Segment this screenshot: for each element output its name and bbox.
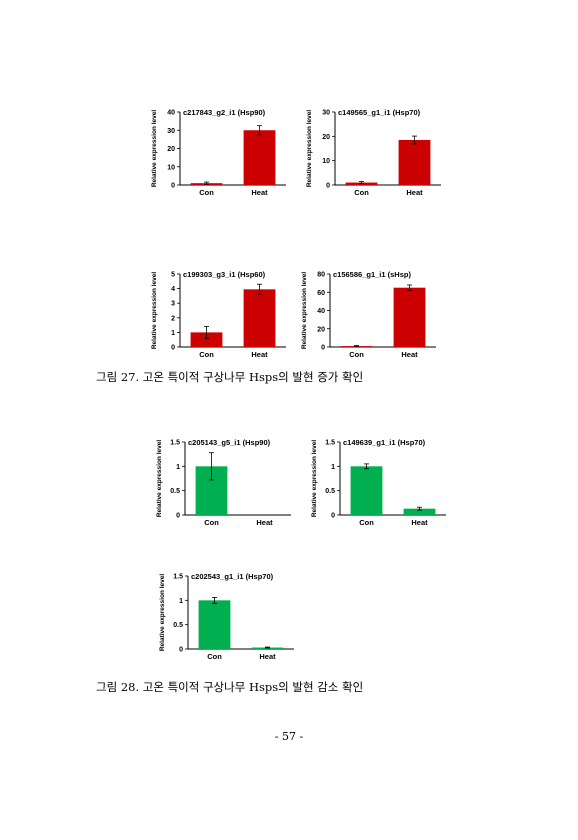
chart-hsp60-up: 0 1 2 3 4 5 Relative expression level c199303_g… xyxy=(150,262,290,359)
bar-heat xyxy=(398,139,431,185)
y-tick-label: 2 xyxy=(171,315,175,322)
y-tick-label: 0.5 xyxy=(170,488,180,495)
y-tick-label: 20 xyxy=(317,326,325,333)
x-category-label: Con xyxy=(199,188,214,197)
chart-hsp70-down-1: 0 0.5 1 1.5 Relative expression level c149639… xyxy=(310,430,450,527)
x-category-label: Heat xyxy=(259,652,276,661)
bar-chart-svg: 0 10 20 30 40 Relative expression level c21784… xyxy=(151,108,286,197)
chart-hsp90-down: 0 0.5 1 1.5 Relative expression level c205143… xyxy=(155,430,295,527)
x-category-label: Heat xyxy=(411,518,428,527)
y-axis-label: Relative expression level xyxy=(156,440,163,518)
y-tick-label: 0 xyxy=(331,513,335,520)
bar-con xyxy=(198,600,231,649)
y-tick-label: 1.5 xyxy=(173,574,183,581)
y-tick-label: 1.5 xyxy=(325,440,335,447)
y-tick-label: 80 xyxy=(317,272,325,279)
y-tick-label: 10 xyxy=(322,158,330,165)
y-tick-label: 0 xyxy=(321,345,325,352)
y-tick-label: 0.5 xyxy=(173,622,183,629)
y-tick-label: 5 xyxy=(171,272,175,279)
y-tick-label: 20 xyxy=(167,146,175,153)
figure-28-caption: 그림 28. 고온 특이적 구상나무 Hsps의 발현 감소 확인 xyxy=(96,680,364,694)
y-axis-label: Relative expression level xyxy=(159,574,166,652)
chart-title: c199303_g3_i1 (Hsp60) xyxy=(183,270,266,279)
y-axis-label: Relative expression level xyxy=(151,272,158,350)
x-category-label: Heat xyxy=(401,350,418,359)
y-tick-label: 3 xyxy=(171,301,175,308)
y-axis-label: Relative expression level xyxy=(311,440,318,518)
bar-heat xyxy=(403,508,436,515)
bar-chart-svg: 0 0.5 1 1.5 Relative expression level c149639… xyxy=(311,438,446,527)
y-tick-label: 0 xyxy=(176,513,180,520)
chart-title: c205143_g5_i1 (Hsp90) xyxy=(188,438,271,447)
bar-chart-svg: 0 10 20 30 Relative expression level c149565_… xyxy=(306,108,441,197)
bar-heat xyxy=(243,289,276,347)
y-tick-label: 0 xyxy=(179,647,183,654)
chart-title: c202543_g1_i1 (Hsp70) xyxy=(191,572,274,581)
y-tick-label: 20 xyxy=(322,134,330,141)
y-axis-label: Relative expression level xyxy=(306,110,313,188)
y-tick-label: 10 xyxy=(167,164,175,171)
y-tick-label: 40 xyxy=(167,110,175,117)
y-tick-label: 60 xyxy=(317,290,325,297)
y-tick-label: 0 xyxy=(326,183,330,190)
y-tick-label: 0.5 xyxy=(325,488,335,495)
x-category-label: Con xyxy=(359,518,374,527)
y-tick-label: 30 xyxy=(322,110,330,117)
chart-title: c149565_g1_i1 (Hsp70) xyxy=(338,108,421,117)
x-category-label: Heat xyxy=(251,350,268,359)
y-tick-label: 0 xyxy=(171,345,175,352)
bar-chart-svg: 0 0.5 1 1.5 Relative expression level c205143… xyxy=(156,438,291,527)
bar-con xyxy=(190,332,223,347)
x-category-label: Heat xyxy=(406,188,423,197)
bar-heat xyxy=(393,287,426,347)
chart-title: c156586_g1_i1 (sHsp) xyxy=(333,270,411,279)
y-tick-label: 1.5 xyxy=(170,440,180,447)
bar-chart-svg: 0 0.5 1 1.5 Relative expression level c202543… xyxy=(159,572,294,661)
y-tick-label: 1 xyxy=(176,464,180,471)
x-category-label: Con xyxy=(349,350,364,359)
x-category-label: Heat xyxy=(256,518,273,527)
chart-title: c149639_g1_i1 (Hsp70) xyxy=(343,438,426,447)
y-axis-label: Relative expression level xyxy=(301,272,308,350)
chart-hsp70-up: 0 10 20 30 Relative expression level c149565_… xyxy=(305,100,445,197)
bar-chart-svg: 0 20 40 60 80 Relative expression level c15658… xyxy=(301,270,436,359)
chart-title: c217843_g2_i1 (Hsp90) xyxy=(183,108,266,117)
y-axis-label: Relative expression level xyxy=(151,110,158,188)
y-tick-label: 1 xyxy=(331,464,335,471)
bar-con xyxy=(350,466,383,515)
figure-27-caption: 그림 27. 고온 특이적 구상나무 Hsps의 발현 증가 확인 xyxy=(96,370,364,384)
x-category-label: Con xyxy=(354,188,369,197)
y-tick-label: 4 xyxy=(171,286,175,293)
y-tick-label: 1 xyxy=(179,598,183,605)
page-number: - 57 - xyxy=(274,730,304,743)
chart-shsp-up: 0 20 40 60 80 Relative expression level c15658… xyxy=(300,262,440,359)
y-tick-label: 30 xyxy=(167,128,175,135)
y-tick-label: 1 xyxy=(171,330,175,337)
y-tick-label: 0 xyxy=(171,183,175,190)
x-category-label: Heat xyxy=(251,188,268,197)
y-tick-label: 40 xyxy=(317,308,325,315)
bar-heat xyxy=(243,130,276,185)
x-category-label: Con xyxy=(199,350,214,359)
chart-hsp90-up: 0 10 20 30 40 Relative expression level c21784… xyxy=(150,100,290,197)
bar-chart-svg: 0 1 2 3 4 5 Relative expression level c199303_g… xyxy=(151,270,286,359)
chart-hsp70-down-2: 0 0.5 1 1.5 Relative expression level c202543… xyxy=(158,564,298,661)
x-category-label: Con xyxy=(204,518,219,527)
x-category-label: Con xyxy=(207,652,222,661)
